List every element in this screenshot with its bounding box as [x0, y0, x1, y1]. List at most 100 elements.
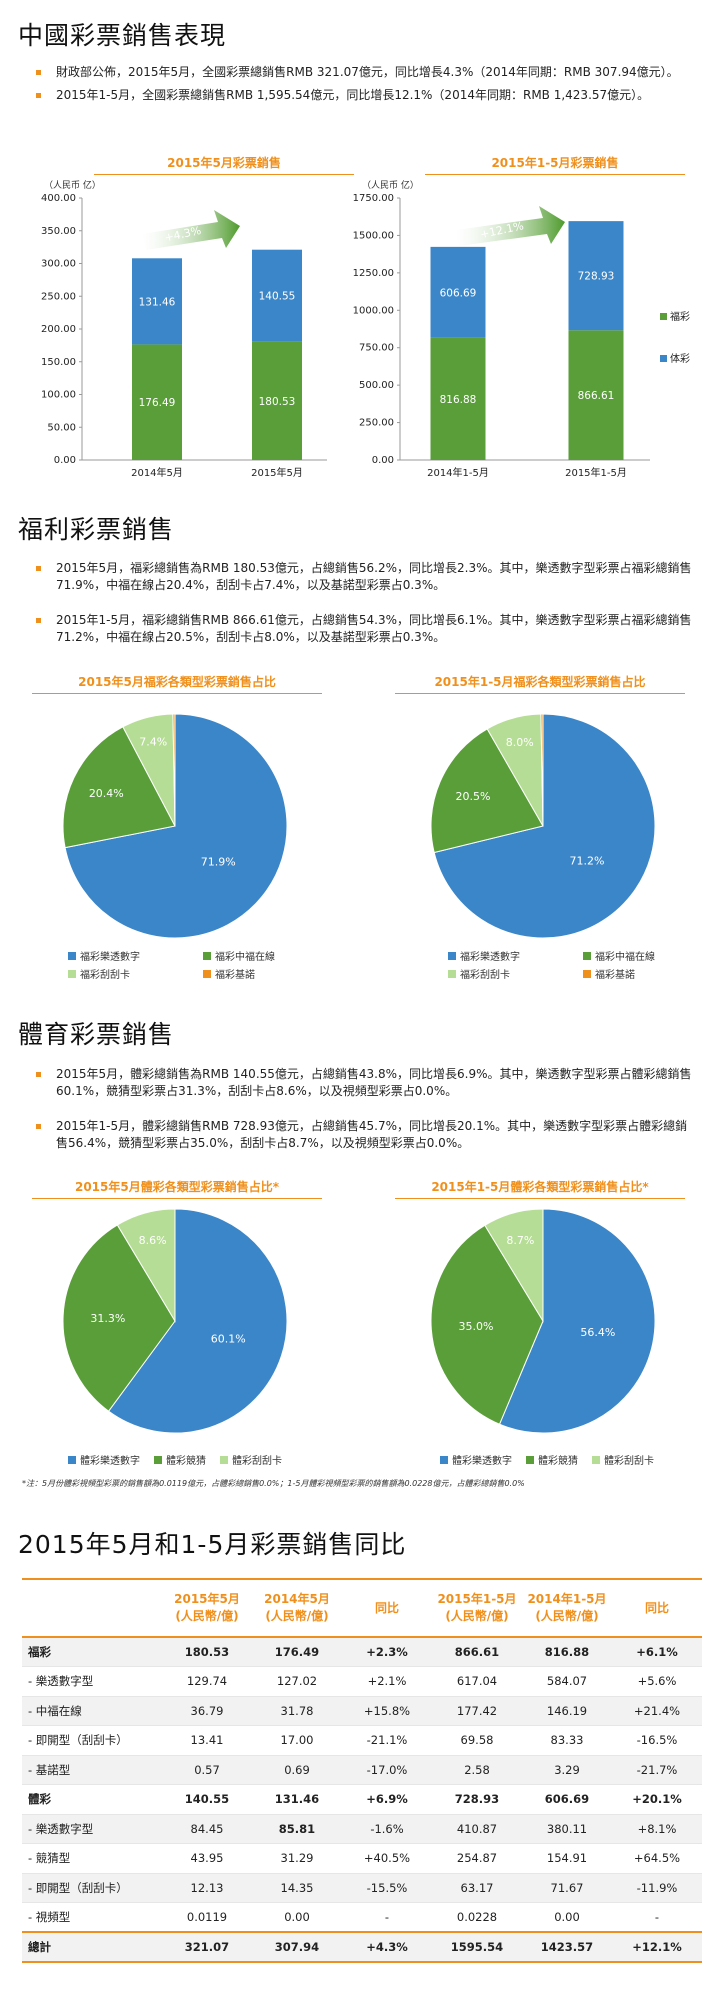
legend-swatch	[592, 1455, 600, 1464]
table-cell: 321.07	[162, 1931, 252, 1963]
x-tick-label: 2014年5月	[131, 466, 183, 479]
legend-item: 體彩刮刮卡	[220, 1452, 282, 1467]
legend-item: 福彩刮刮卡	[68, 966, 203, 981]
table-cell: -17.0%	[342, 1755, 432, 1785]
sports-footnote: *注：5月份體彩視頻型彩票的銷售額為0.0119億元，占體彩總銷售0.0%；1-…	[22, 1479, 525, 1488]
bar-data-label: 180.53	[259, 396, 296, 408]
table-cell: 14.35	[252, 1873, 342, 1903]
bar-data-label: 140.55	[259, 291, 296, 303]
table-cell: 0.0228	[432, 1902, 522, 1933]
legend-label: 福彩刮刮卡	[460, 970, 510, 981]
y-tick-label: 1000.00	[353, 305, 394, 316]
pie-slice	[62, 726, 176, 849]
legend-item: 體彩刮刮卡	[592, 1452, 654, 1467]
table-cell: 140.55	[162, 1784, 252, 1815]
legend-swatch	[440, 1455, 448, 1464]
legend-label: 福彩基諾	[215, 970, 255, 981]
pie-slice	[107, 1208, 288, 1434]
y-tick-label: 200.00	[41, 324, 76, 335]
legend-swatch	[448, 969, 456, 978]
pie-data-label: 20.5%	[456, 790, 491, 803]
table-cell: - 視頻型	[22, 1902, 162, 1933]
unit-label: （人民币 亿）	[44, 179, 101, 191]
bar-segment	[252, 249, 302, 342]
table-row: - 視頻型 0.0119 0.00-0.0228 0.00-	[22, 1902, 702, 1933]
pie-title-sports-may: 2015年5月體彩各類型彩票銷售占比*	[32, 1178, 322, 1199]
pie-chart-welfare-may: 71.9% 20.4% 7.4% 0.3%	[62, 713, 288, 939]
unit-label: （人民币 亿）	[362, 179, 419, 191]
bar-segment	[252, 341, 302, 460]
welfare-bullets: 2015年5月，福彩總銷售為RMB 180.53億元，占總銷售56.2%，同比增…	[34, 560, 694, 664]
bar-data-label: 131.46	[139, 296, 176, 308]
table-cell: -15.5%	[342, 1873, 432, 1903]
table-cell: +20.1%	[612, 1784, 702, 1815]
table-cell: 146.19	[522, 1696, 612, 1726]
bar-segment	[568, 221, 624, 331]
legend-item: 福彩基諾	[203, 966, 323, 981]
table-cell: +5.6%	[612, 1666, 702, 1697]
bullet: 2015年1-5月，全國彩票總銷售RMB 1,595.54億元，同比增長12.1…	[34, 87, 694, 104]
comparison-title: 2015年5月和1-5月彩票銷售同比	[18, 1530, 407, 1559]
legend-label: 福彩樂透數字	[460, 952, 520, 963]
table-cell: -11.9%	[612, 1873, 702, 1903]
bar-chart-title-may: 2015年5月彩票銷售	[94, 154, 354, 175]
pie-slice	[484, 1208, 544, 1323]
table-cell: 83.33	[522, 1725, 612, 1756]
table-cell: 0.00	[252, 1902, 342, 1933]
table-cell: 129.74	[162, 1666, 252, 1697]
pie-data-label: 31.3%	[90, 1312, 125, 1325]
pie-title-sports-ytd: 2015年1-5月體彩各類型彩票銷售占比*	[395, 1178, 685, 1199]
legend-label: 福彩中福在線	[215, 952, 275, 963]
bar-data-label: 606.69	[440, 287, 477, 299]
bar-data-label: 176.49	[139, 397, 176, 409]
table-cell: 177.42	[432, 1696, 522, 1726]
table-cell: - 樂透數字型	[22, 1666, 162, 1697]
legend-label: 福彩刮刮卡	[80, 970, 130, 981]
legend-welfare-may: 福彩樂透數字 福彩中福在線福彩刮刮卡 福彩基諾	[68, 948, 323, 981]
legend-swatch	[68, 969, 76, 978]
sports-bullets: 2015年5月，體彩總銷售為RMB 140.55億元，占總銷售43.8%，同比增…	[34, 1066, 694, 1170]
pie-slice	[64, 713, 288, 939]
y-tick-label: 100.00	[41, 390, 76, 401]
table-cell: 63.17	[432, 1873, 522, 1903]
table-header-row: 2015年5月 (人民幣/億) 2014年5月 (人民幣/億) 同比 2015年1-5月(…	[22, 1578, 702, 1638]
legend-item: 福彩樂透數字	[68, 948, 203, 963]
legend-swatch	[660, 355, 667, 362]
legend-label: 福彩	[670, 310, 690, 323]
pie-data-label: 20.4%	[89, 787, 124, 800]
legend-item: 福彩中福在線	[203, 948, 323, 963]
legend-swatch	[660, 313, 667, 320]
table-cell: 0.0119	[162, 1902, 252, 1933]
pie-slice	[430, 728, 544, 854]
table-cell: 866.61	[432, 1637, 522, 1667]
pie-data-label: 0.3%	[550, 721, 578, 734]
pie-slice	[540, 713, 544, 827]
x-tick-label: 2015年5月	[251, 466, 303, 479]
table-cell: +15.8%	[342, 1696, 432, 1726]
table-header-cell: 2015年5月 (人民幣/億)	[162, 1578, 252, 1638]
table-cell: 180.53	[162, 1637, 252, 1667]
table-cell: 12.13	[162, 1873, 252, 1903]
table-cell: - 中福在線	[22, 1696, 162, 1726]
bar-segment	[430, 246, 486, 338]
table-cell: +2.1%	[342, 1666, 432, 1697]
bar-segment	[568, 330, 624, 460]
table-row: - 樂透數字型 129.74 127.02 +2.1% 617.04 584.07 +5.6…	[22, 1666, 702, 1697]
welfare-title: 福利彩票銷售	[18, 515, 175, 544]
table-cell: 0.57	[162, 1755, 252, 1785]
table-cell: 728.93	[432, 1784, 522, 1815]
legend-label: 體彩競猜	[166, 1456, 206, 1467]
bar-segment	[430, 337, 486, 460]
legend-label: 體彩競猜	[538, 1456, 578, 1467]
pie-data-label: 35.0%	[459, 1320, 494, 1333]
table-cell: +6.9%	[342, 1784, 432, 1815]
table-cell: 0.00	[522, 1902, 612, 1933]
bullet: 2015年5月，福彩總銷售為RMB 180.53億元，占總銷售56.2%，同比增…	[34, 560, 694, 594]
legend-welfare-ytd: 福彩樂透數字 福彩中福在線 福彩刮刮卡 福彩基諾	[448, 948, 703, 981]
y-tick-label: 150.00	[41, 357, 76, 368]
table-cell: -1.6%	[342, 1814, 432, 1844]
bar-segment	[132, 344, 182, 460]
table-cell: 85.81	[252, 1814, 342, 1844]
pie-title-welfare-ytd: 2015年1-5月福彩各類型彩票銷售占比	[395, 673, 685, 694]
table-cell: -21.1%	[342, 1725, 432, 1756]
